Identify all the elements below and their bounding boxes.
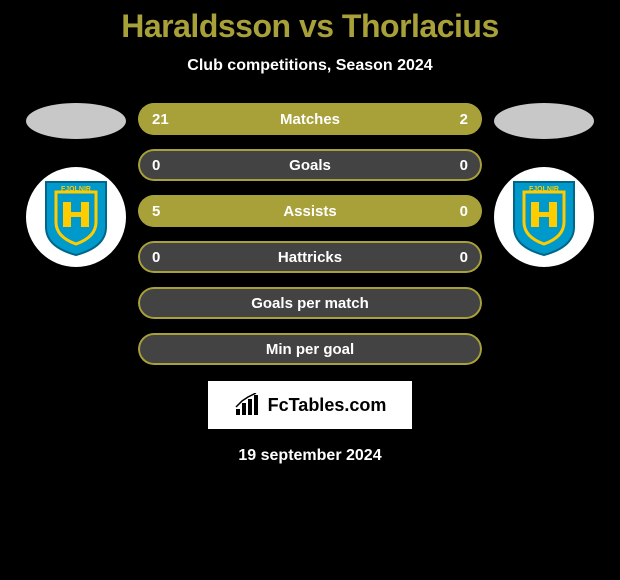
chart-icon [234,393,262,417]
team-logo-left: FJOLNIR [26,167,126,267]
shield-icon: FJOLNIR [509,177,579,257]
stat-bar: Min per goal [138,333,482,365]
stat-label: Hattricks [278,249,342,266]
stat-value-left: 5 [152,203,160,220]
stat-bar: 0 0 Goals [138,149,482,181]
left-player-column: FJOLNIR [26,103,126,267]
subtitle: Club competitions, Season 2024 [0,57,620,75]
stat-value-right: 0 [460,157,468,174]
player-photo-placeholder-left [26,103,126,139]
right-player-column: FJOLNIR [494,103,594,267]
stat-value-left: 0 [152,157,160,174]
stat-bar: Goals per match [138,287,482,319]
main-content: FJOLNIR 21 2 Matches 0 0 Goals 5 0 Assists 0 0 Hatt… [0,103,620,365]
stat-bar: 0 0 Hattricks [138,241,482,273]
comparison-title: Haraldsson vs Thorlacius [0,8,620,45]
svg-text:FJOLNIR: FJOLNIR [529,186,559,193]
stat-value-left: 0 [152,249,160,266]
stat-value-right: 0 [460,203,468,220]
team-logo-right: FJOLNIR [494,167,594,267]
stat-label: Assists [283,203,336,220]
stat-label: Goals per match [251,295,369,312]
site-name: FcTables.com [268,395,387,416]
stat-value-right: 2 [460,111,468,128]
stats-bars: 21 2 Matches 0 0 Goals 5 0 Assists 0 0 Hattricks Goa… [138,103,482,365]
stat-bar: 21 2 Matches [138,103,482,135]
stat-value-left: 21 [152,111,169,128]
stat-label: Matches [280,111,340,128]
site-attribution: FcTables.com [208,381,412,429]
stat-bar: 5 0 Assists [138,195,482,227]
svg-text:FJOLNIR: FJOLNIR [61,186,91,193]
generation-date: 19 september 2024 [0,447,620,465]
stat-label: Goals [289,157,331,174]
shield-icon: FJOLNIR [41,177,111,257]
player-photo-placeholder-right [494,103,594,139]
stat-value-right: 0 [460,249,468,266]
stat-label: Min per goal [266,341,354,358]
